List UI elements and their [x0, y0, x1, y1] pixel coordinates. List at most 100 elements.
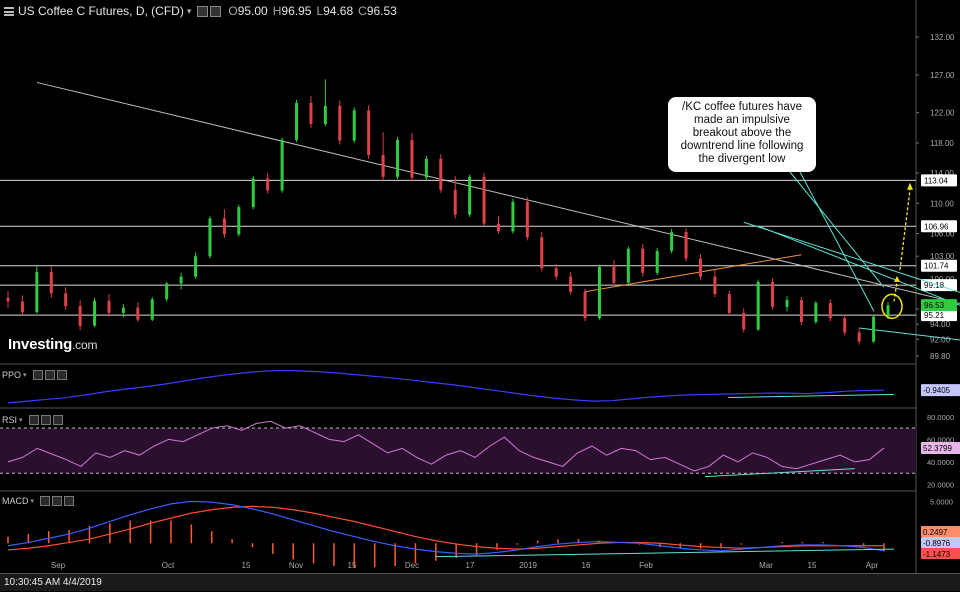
candle-body [727, 294, 731, 313]
visibility-icon[interactable] [210, 5, 222, 17]
candle-body [266, 178, 270, 191]
price-tick-label: 122.00 [930, 109, 955, 118]
rsi-value-label: 52.3799 [923, 444, 952, 453]
candle-body [525, 201, 529, 238]
candle-body [641, 248, 645, 273]
candle-body [771, 281, 775, 307]
instrument-title[interactable]: US Coffee C Futures, D, (CFD) [18, 4, 184, 18]
rsi-pane-label: RSI ▾ [2, 415, 65, 425]
level-label: 99.18 [924, 281, 945, 290]
settings-icon[interactable] [28, 415, 39, 425]
candle-body [165, 283, 169, 300]
candle-body [251, 178, 255, 208]
status-bar: 10:30:45 AM 4/4/2019 [0, 573, 960, 591]
candle-body [482, 176, 486, 224]
price-tick-label: 110.00 [930, 199, 954, 208]
ppo-divergence-line [728, 393, 895, 399]
rsi-tick-label: 60.0000 [927, 435, 954, 444]
date-tick-label: Sep [51, 561, 66, 570]
rsi-tick-label: 80.0000 [927, 413, 954, 422]
macd-title[interactable]: MACD [2, 496, 29, 506]
candle-body [857, 332, 861, 342]
candle-body [583, 291, 587, 319]
trend-line-wedge-bottom [859, 327, 960, 341]
candle-body [597, 266, 601, 319]
candle-body [367, 110, 371, 155]
breakout-circle [881, 293, 903, 320]
investing-logo: Investing.com [8, 336, 97, 353]
price-tick-label: 118.00 [930, 139, 954, 148]
candle-body [222, 218, 226, 235]
candle-body [814, 303, 818, 322]
candle-body [540, 237, 544, 269]
arrow-head-icon [907, 182, 913, 190]
candle-body [799, 300, 803, 322]
chevron-down-icon[interactable]: ▾ [19, 417, 23, 424]
date-tick-label: 15 [242, 561, 251, 570]
candle-body [684, 232, 688, 259]
macd-line [7, 500, 885, 555]
date-tick-label: 17 [466, 561, 475, 570]
status-timestamp: 10:30:45 AM 4/4/2019 [4, 577, 102, 588]
macd-pane-label: MACD ▾ [2, 496, 76, 506]
trend-line-uptrend [584, 254, 802, 293]
ppo-line [7, 369, 885, 404]
candle-body [338, 105, 342, 141]
price-tick-label: 106.00 [930, 230, 955, 239]
rsi-band [0, 428, 916, 474]
candle-body [150, 299, 154, 320]
date-tick-label: 2019 [519, 561, 537, 570]
price-tick-label: 114.00 [930, 169, 954, 178]
level-label: 101.74 [924, 262, 949, 271]
close-icon[interactable] [52, 415, 63, 425]
settings-icon[interactable] [40, 496, 51, 506]
close-icon[interactable] [64, 496, 75, 506]
callout-pointer [789, 171, 885, 288]
price-tick-label: 127.00 [930, 71, 955, 80]
macd-value-box [921, 548, 960, 559]
settings-icon[interactable] [32, 370, 43, 380]
level-label: 106.96 [924, 222, 949, 231]
trend-line-wedge-top [743, 221, 960, 293]
price-tick-label: 89.80 [930, 352, 951, 361]
rsi-title[interactable]: RSI [2, 415, 18, 425]
last-price-box [921, 299, 957, 312]
rsi-tick-label: 20.0000 [927, 480, 954, 489]
visibility-icon[interactable] [52, 496, 63, 506]
candle-body [237, 207, 241, 235]
price-tick-label: 92.00 [930, 335, 951, 344]
date-tick-label: Mar [759, 561, 773, 570]
candle-body [698, 258, 702, 277]
menu-icon[interactable] [4, 6, 14, 16]
candle-body [843, 318, 847, 333]
close-icon[interactable] [56, 370, 67, 380]
settings-icon[interactable] [197, 5, 209, 17]
visibility-icon[interactable] [40, 415, 51, 425]
price-tick-label: 103.00 [930, 252, 955, 261]
chevron-down-icon[interactable]: ▾ [23, 372, 27, 379]
visibility-icon[interactable] [44, 370, 55, 380]
close-label: C [358, 4, 367, 18]
candle-body [35, 272, 39, 313]
ppo-title[interactable]: PPO [2, 370, 22, 380]
candle-body [309, 102, 313, 124]
chevron-down-icon[interactable]: ▾ [186, 5, 192, 16]
level-label-box [921, 259, 957, 272]
date-tick-label: 16 [582, 561, 591, 570]
candle-body [453, 189, 457, 215]
candle-body [468, 176, 472, 215]
price-tick-label: 132.00 [930, 33, 955, 42]
date-tick-label: 15 [808, 561, 817, 570]
candle-body [208, 218, 212, 257]
rsi-line [7, 420, 885, 472]
candle-body [295, 102, 299, 140]
chart-header: US Coffee C Futures, D, (CFD) ▾ O 95.00 H… [0, 0, 397, 22]
price-tick-label: 94.00 [930, 320, 951, 329]
date-tick-label: 15 [348, 561, 357, 570]
low-value: 94.68 [323, 4, 354, 18]
candle-body [20, 301, 24, 313]
chevron-down-icon[interactable]: ▾ [30, 498, 35, 505]
candle-body [886, 305, 890, 317]
macd-value-label: 0.2497 [923, 528, 948, 537]
